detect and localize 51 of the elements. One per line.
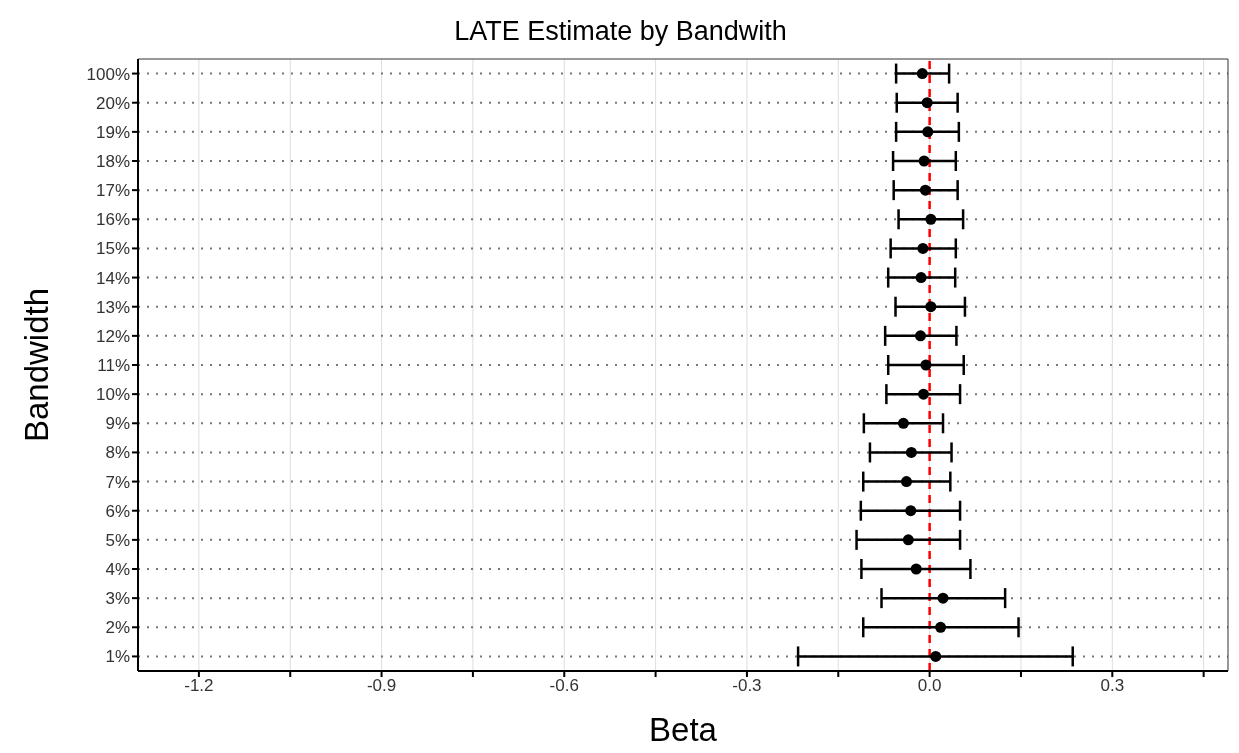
x-tick-label: -0.6 xyxy=(549,676,579,696)
point xyxy=(918,388,930,400)
y-tick-label: 13% xyxy=(95,297,130,317)
x-tick-label: -1.2 xyxy=(184,676,214,696)
y-tick-label: 17% xyxy=(95,181,130,201)
y-tick-label: 20% xyxy=(95,93,130,113)
point xyxy=(925,213,937,225)
point xyxy=(919,184,931,196)
y-tick-label: 16% xyxy=(95,210,130,230)
point xyxy=(917,242,929,254)
point xyxy=(900,476,912,488)
chart-title: LATE Estimate by Bandwith xyxy=(453,15,788,48)
y-tick-label: 2% xyxy=(105,618,130,638)
point xyxy=(915,272,927,284)
y-tick-label: 14% xyxy=(95,268,130,288)
point xyxy=(916,68,928,80)
x-tick-label: 0.0 xyxy=(917,676,942,696)
point xyxy=(910,563,922,575)
y-tick-label: 10% xyxy=(95,385,130,405)
y-tick-label: 7% xyxy=(105,472,130,492)
y-tick-label: 5% xyxy=(105,530,130,550)
point xyxy=(914,330,926,342)
y-tick-label: 11% xyxy=(97,356,130,376)
point xyxy=(902,534,914,546)
x-tick-label: -0.3 xyxy=(732,676,762,696)
x-tick-label: 0.3 xyxy=(1100,676,1125,696)
y-tick-label: 12% xyxy=(95,326,130,346)
point xyxy=(930,650,942,662)
y-tick-label: 100% xyxy=(86,64,130,84)
point xyxy=(905,446,917,458)
y-tick-label: 3% xyxy=(105,589,130,609)
y-tick-label: 6% xyxy=(105,501,130,521)
x-axis-title: Beta xyxy=(649,711,718,748)
x-tick-label: -0.9 xyxy=(366,676,397,696)
point xyxy=(918,155,930,167)
y-axis-title: Bandwidth xyxy=(17,287,55,443)
point xyxy=(937,592,949,604)
point xyxy=(921,97,933,109)
y-tick-label: 15% xyxy=(95,239,130,259)
y-tick-label: 4% xyxy=(105,560,130,580)
y-tick-label: 9% xyxy=(105,414,130,434)
y-tick-label: 1% xyxy=(105,647,130,667)
point xyxy=(897,417,909,429)
y-tick-label: 19% xyxy=(95,122,130,142)
point xyxy=(920,359,932,371)
point xyxy=(925,301,937,313)
point xyxy=(922,126,934,138)
y-tick-label: 8% xyxy=(105,443,130,463)
point xyxy=(935,621,947,633)
y-tick-label: 18% xyxy=(95,152,130,172)
point xyxy=(905,505,917,517)
